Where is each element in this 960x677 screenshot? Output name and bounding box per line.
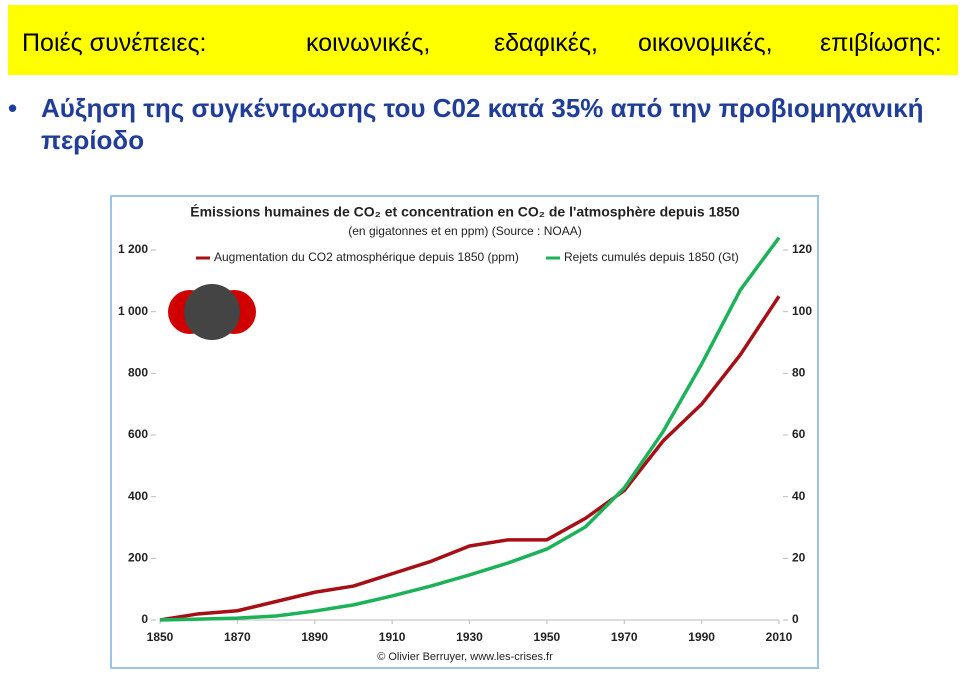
y2-tick-label: 60 [792,427,806,441]
chart-subtitle: (en gigatonnes et en ppm) (Source : NOAA… [348,224,581,238]
x-tick-label: 1950 [534,630,561,644]
x-tick-label: 1850 [147,630,174,644]
series-line [159,236,781,622]
chart-title: Émissions humaines de CO₂ et concentrati… [190,204,740,220]
header-item: κοινωνικές, [306,29,431,57]
y-tick-label: 1 200 [118,242,148,256]
header-item: οικονομικές, [638,29,773,57]
x-tick-label: 1970 [611,630,638,644]
y-tick-label: 800 [128,366,148,380]
y2-tick-label: 100 [792,304,812,318]
header-item: εδαφικές, [494,29,598,57]
x-tick-label: 1890 [301,630,328,644]
x-tick-label: 1930 [456,630,483,644]
bullet-dot: • [8,93,18,123]
header-lead: Ποιές συνέπειες: [22,29,207,57]
x-tick-label: 1910 [379,630,406,644]
y-tick-label: 200 [128,551,148,565]
bullet: • Αύξηση της συγκέντρωσης του C02 κατά 35… [8,92,948,156]
x-tick-label: 1990 [688,630,715,644]
series-line [159,295,781,622]
header-item: επιβίωσης: [820,29,942,57]
chart-credit: © Olivier Berruyer, www.les-crises.fr [377,651,553,663]
x-tick-label: 1870 [224,630,251,644]
x-tick-label: 2010 [766,630,793,644]
legend-label: Rejets cumulés depuis 1850 (Gt) [564,250,739,264]
legend-label: Augmentation du CO2 atmosphérique depuis… [214,250,519,264]
y-tick-label: 1 000 [118,304,148,318]
y-tick-label: 600 [128,427,148,441]
bullet-text: Αύξηση της συγκέντρωσης του C02 κατά 35%… [41,93,924,155]
y2-tick-label: 120 [792,242,812,256]
y-tick-label: 400 [128,489,148,503]
co2-icon [168,284,256,340]
y2-tick-label: 40 [792,489,806,503]
y-tick-label: 0 [141,612,148,626]
y2-tick-label: 0 [792,612,799,626]
y2-tick-label: 20 [792,551,806,565]
chart-frame [110,195,819,669]
header-band: Ποιές συνέπειες: κοινωνικές, εδαφικές, ο… [8,5,958,75]
y2-tick-label: 80 [792,366,806,380]
